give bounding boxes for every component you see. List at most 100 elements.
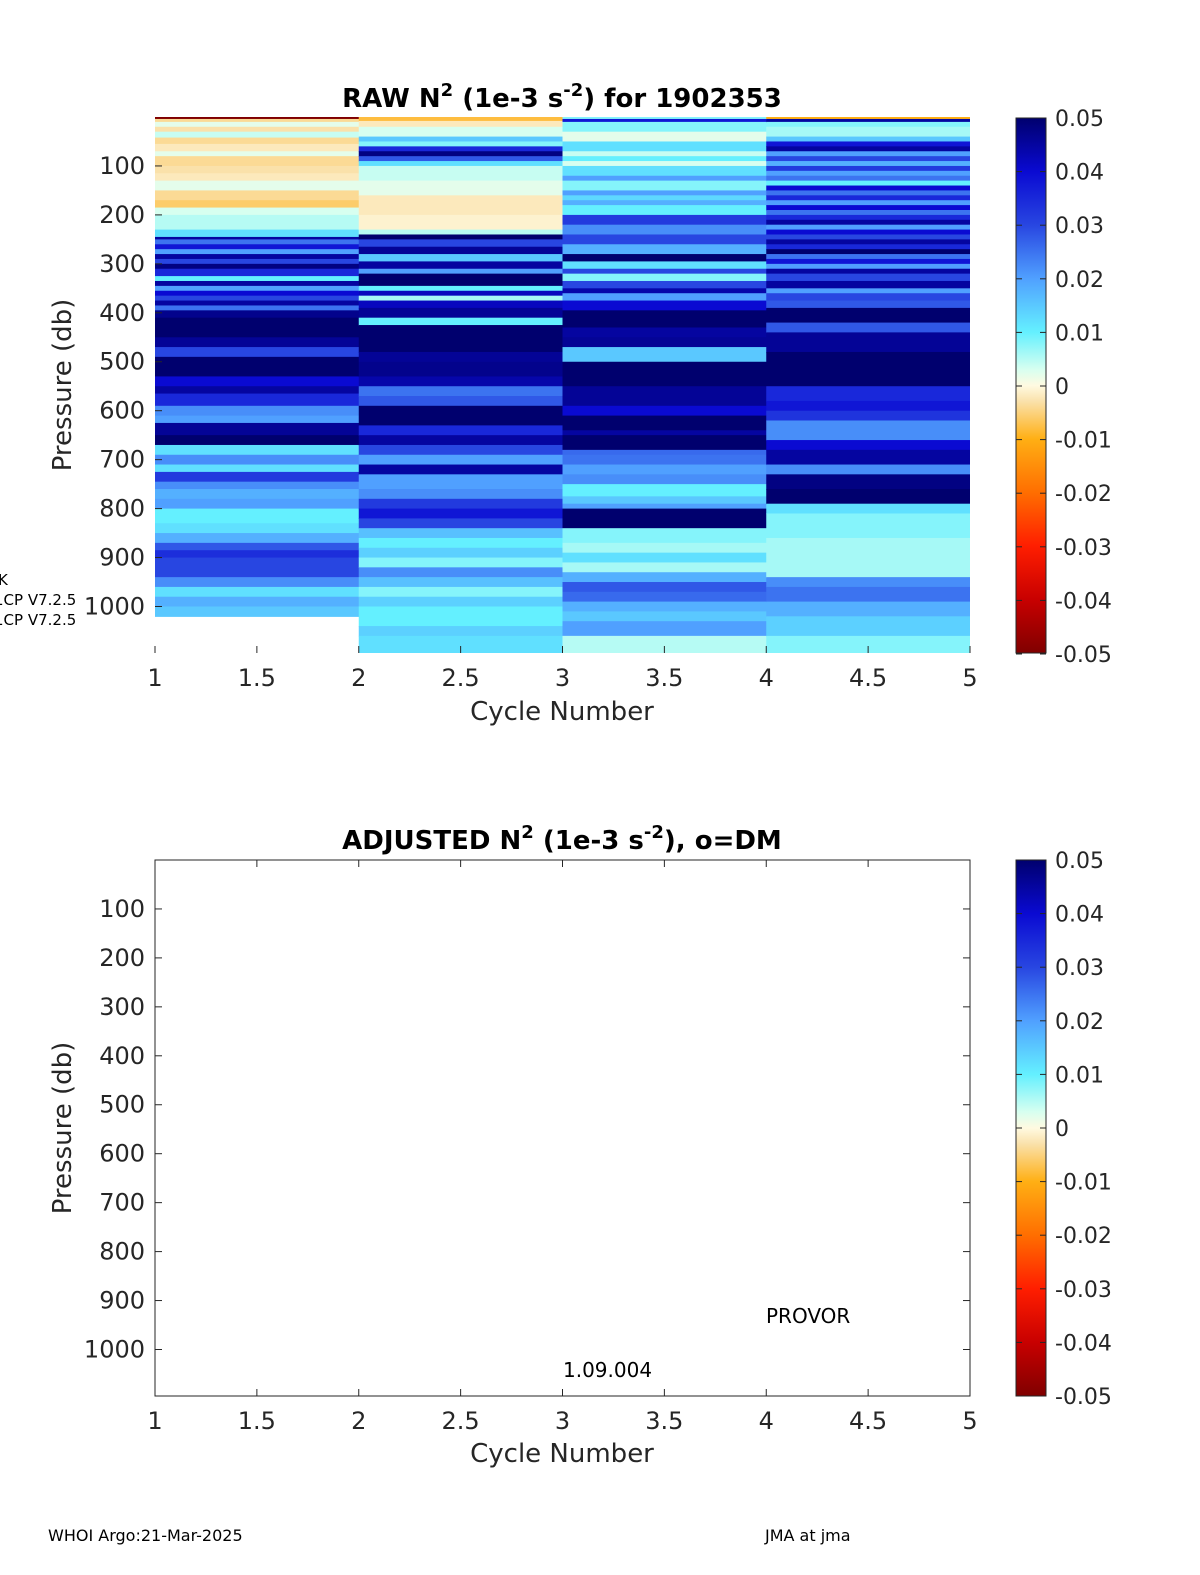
heatmap-cell-c1-8 (155, 151, 360, 157)
adjusted-x-ticks: 1 1.5 2 2.5 3 3.5 4 4.5 5 (147, 860, 978, 1435)
heatmap-cell-c4-30 (766, 258, 970, 265)
side-label-1: K (0, 571, 9, 589)
heatmap-cell-c4-55 (766, 577, 970, 588)
raw-y-tick-label-8: 800 (99, 495, 145, 523)
heatmap-cell-c1-4 (155, 126, 360, 133)
heatmap-cell-c1-57 (155, 557, 360, 578)
heatmap-cell-c4-18 (766, 200, 970, 206)
heatmap-cell-c2-6 (358, 146, 564, 152)
heatmap-cell-c2-22 (358, 285, 564, 292)
adjusted-cb-tick-label-4: 0.02 (1055, 1010, 1104, 1035)
heatmap-cell-c3-35 (562, 393, 767, 407)
heatmap-cell-c1-39 (155, 386, 360, 395)
heatmap-cell-c4-52 (766, 503, 970, 515)
heatmap-cell-c3-47 (562, 508, 767, 529)
adjusted-x-tick-label-7: 4 (759, 1407, 774, 1435)
raw-cb-tick-label-8: -0.02 (1055, 482, 1112, 507)
footer-institution: JMA at jma (765, 1526, 851, 1545)
heatmap-cell-c3-38 (562, 430, 767, 436)
heatmap-cell-c4-53 (766, 513, 970, 539)
heatmap-cell-c4-27 (766, 244, 970, 250)
heatmap-cell-c4-47 (766, 440, 970, 451)
heatmap-cell-c4-9 (766, 156, 970, 162)
heatmap-cell-c2-46 (358, 528, 564, 539)
adjusted-x-axis-label: Cycle Number (470, 1439, 654, 1469)
heatmap-cell-c2-29 (358, 337, 564, 353)
adjusted-y-tick-label-2: 200 (99, 944, 145, 972)
raw-x-tick-label-3: 2 (351, 664, 366, 692)
adjusted-x-tick-label-5: 3 (555, 1407, 570, 1435)
heatmap-cell-c4-26 (766, 239, 970, 245)
heatmap-cell-c3-45 (562, 496, 767, 505)
heatmap-cell-c4-13 (766, 175, 970, 182)
heatmap-cell-c2-44 (358, 508, 564, 519)
heatmap-cell-c3-26 (562, 293, 767, 302)
heatmap-cell-c2-21 (358, 273, 564, 287)
heatmap-cell-c3-19 (562, 244, 767, 255)
heatmap-cell-c1-33 (155, 310, 360, 319)
adjusted-x-tick-label-6: 3.5 (645, 1407, 683, 1435)
heatmap-cell-c1-16 (155, 214, 360, 231)
heatmap-cell-c3-23 (562, 273, 767, 282)
heatmap-cell-c3-31 (562, 347, 767, 363)
heatmap-cell-c3-48 (562, 528, 767, 544)
heatmap-cell-c2-50 (358, 567, 564, 578)
adjusted-y-tick-label-8: 800 (99, 1238, 145, 1266)
heatmap-cell-c3-37 (562, 415, 767, 431)
heatmap-cell-c2-5 (358, 141, 564, 147)
heatmap-cell-c1-15 (155, 207, 360, 216)
adjusted-x-tick-label-4: 2.5 (442, 1407, 480, 1435)
heatmap-cell-c2-38 (358, 444, 564, 456)
heatmap-cell-c3-2 (562, 118, 767, 123)
heatmap-cell-c3-7 (562, 156, 767, 162)
heatmap-cell-c4-41 (766, 351, 970, 373)
heatmap-cell-c1-24 (155, 263, 360, 270)
heatmap-cell-c4-17 (766, 195, 970, 201)
heatmap-cell-c1-30 (155, 295, 360, 302)
adjusted-cb-tick-label-6: 0 (1055, 1117, 1069, 1142)
adjusted-x-tick-label-1: 1 (147, 1407, 162, 1435)
heatmap-cell-c4-40 (766, 332, 970, 353)
heatmap-cell-c4-48 (766, 449, 970, 466)
adjusted-cb-tick-label-10: -0.04 (1055, 1331, 1112, 1356)
heatmap-cell-c4-43 (766, 386, 970, 402)
raw-y-axis-label: Pressure (db) (48, 299, 78, 472)
heatmap-cell-c1-22 (155, 254, 360, 260)
heatmap-cell-c1-1 (155, 117, 360, 120)
raw-y-tick-label-9: 900 (99, 544, 145, 572)
adjusted-y-tick-label-7: 700 (99, 1189, 145, 1217)
heatmap-cell-c3-5 (562, 141, 767, 152)
heatmap-cell-c4-42 (766, 371, 970, 387)
heatmap-cell-c4-11 (766, 165, 970, 172)
heatmap-cell-c4-57 (766, 601, 970, 617)
heatmap-cell-c2-49 (358, 557, 564, 568)
heatmap-cell-c3-12 (562, 190, 767, 196)
adjusted-cb-tick-label-11: -0.05 (1055, 1385, 1112, 1410)
heatmap-cell-c2-51 (358, 577, 564, 588)
heatmap-cell-c2-35 (358, 405, 564, 426)
heatmap-cell-c1-58 (155, 577, 360, 588)
heatmap-cell-c3-17 (562, 224, 767, 236)
heatmap-cell-c1-27 (155, 280, 360, 287)
adjusted-y-tick-label-5: 500 (99, 1091, 145, 1119)
raw-x-tick-label-8: 4.5 (849, 664, 887, 692)
heatmap-cell-c3-8 (562, 161, 767, 167)
heatmap-cell-c3-16 (562, 214, 767, 226)
heatmap-cell-c2-1 (358, 117, 564, 122)
heatmap-cell-c3-29 (562, 327, 767, 338)
heatmap-cell-c3-54 (562, 591, 767, 603)
heatmap-cell-c4-20 (766, 210, 970, 216)
heatmap-cell-c1-12 (155, 180, 360, 192)
heatmap-cell-c2-34 (358, 396, 564, 407)
heatmap-cell-c1-18 (155, 236, 360, 240)
adjusted-colorbar-ticks: 0.05 0.04 0.03 0.02 0.01 0 -0.01 -0.02 -0.03 -0.0… (1016, 849, 1112, 1410)
adjusted-cb-tick-label-5: 0.01 (1055, 1063, 1104, 1088)
heatmap-cell-c3-4 (562, 131, 767, 143)
heatmap-cell-c3-32 (562, 361, 767, 373)
adjusted-cb-tick-label-1: 0.05 (1055, 849, 1104, 874)
heatmap-cell-c3-58 (562, 635, 767, 653)
heatmap-cell-c3-39 (562, 435, 767, 451)
adjusted-y-axis-label: Pressure (db) (48, 1042, 78, 1215)
heatmap-cell-c2-3 (358, 126, 564, 138)
heatmap-cell-c2-14 (358, 229, 564, 236)
